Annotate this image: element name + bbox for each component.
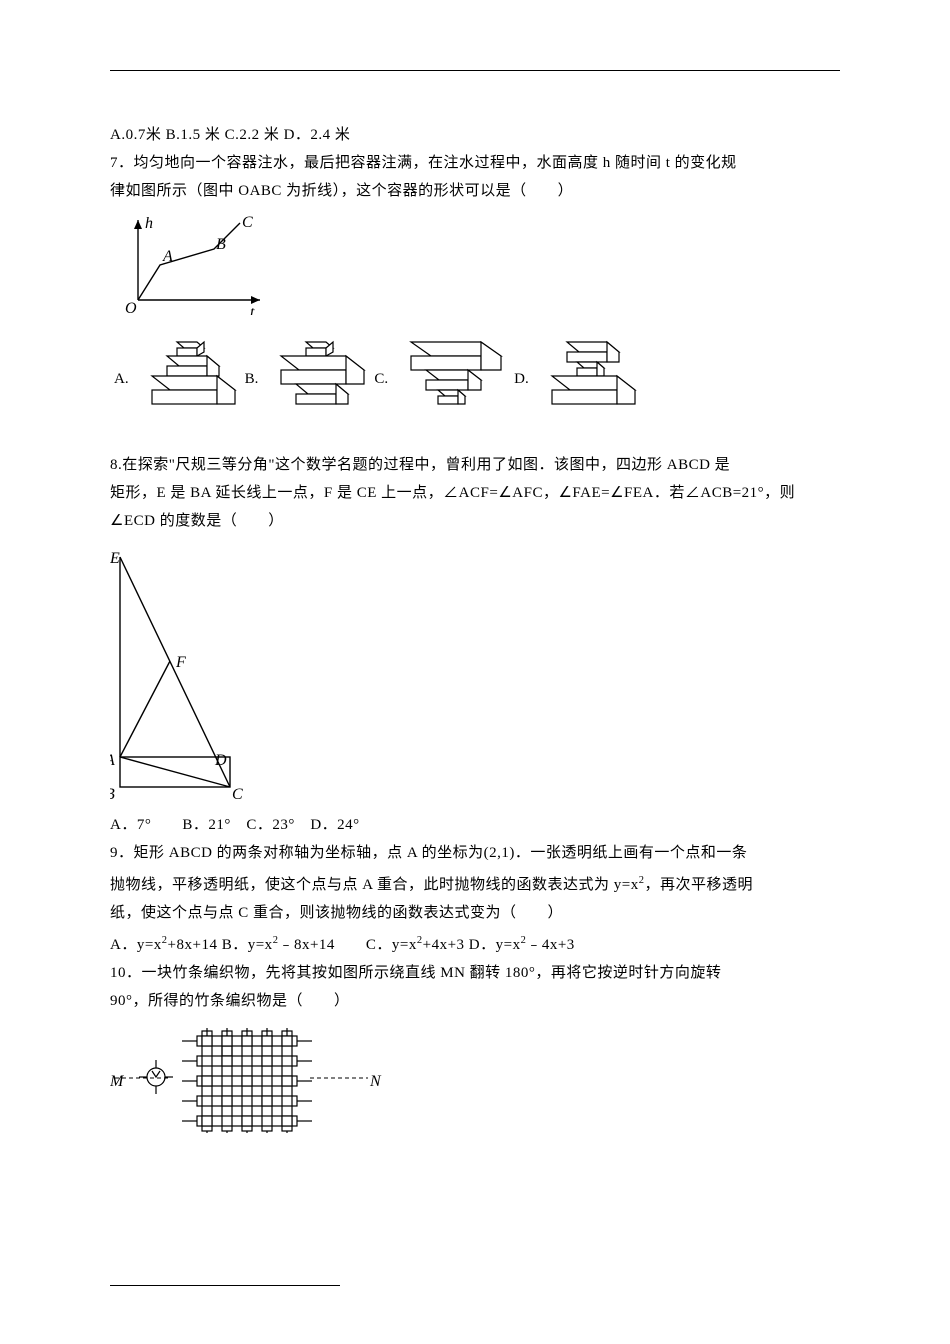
svg-text:C: C: [232, 786, 243, 802]
svg-text:C: C: [242, 215, 253, 231]
q7-opt-b-shape: [266, 338, 366, 421]
q9-stem-3: 纸，使这个点与点 C 重合，则该抛物线的函数表达式变为（ ）: [110, 899, 840, 927]
q7-opt-b-label: B.: [241, 371, 263, 388]
q8-stem-3: ∠ECD 的度数是（ ）: [110, 507, 840, 535]
svg-text:B: B: [110, 786, 115, 802]
q8-options: A．7° B．21° C．23° D．24°: [110, 811, 840, 839]
q7-stem-1: 7．均匀地向一个容器注水，最后把容器注满，在注水过程中，水面高度 h 随时间 t…: [110, 149, 840, 177]
svg-text:A: A: [110, 752, 115, 769]
q7-opt-d-label: D.: [510, 371, 533, 388]
q9-stem-2: 抛物线，平移透明纸，使这个点与点 A 重合，此时抛物线的函数表达式为 y=x2，…: [110, 867, 840, 899]
q7-opt-a-shape: [137, 338, 237, 421]
q7-opt-d-shape: [537, 338, 637, 421]
q7-opt-a-label: A.: [110, 371, 133, 388]
q9-stem-1: 9．矩形 ABCD 的两条对称轴为坐标轴，点 A 的坐标为(2,1)．一张透明纸…: [110, 839, 840, 867]
q8-stem-1: 8.在探索"尺规三等分角"这个数学名题的过程中，曾利用了如图．该图中，四边形 A…: [110, 451, 840, 479]
q7-graph: O A B C h t: [120, 215, 840, 320]
q8-figure: E F A D B C: [110, 547, 840, 807]
svg-text:A: A: [162, 248, 173, 265]
q8-stem-2: 矩形，E 是 BA 延长线上一点，F 是 CE 上一点，∠ACF=∠AFC，∠F…: [110, 479, 840, 507]
header-divider: [110, 70, 840, 71]
q6-options: A.0.7米 B.1.5 米 C.2.2 米 D．2.4 米: [110, 121, 840, 149]
svg-text:N: N: [369, 1073, 382, 1090]
q10-figure: M N: [110, 1023, 840, 1138]
q9-options: A．y=x2+8x+14 B．y=x2﹣8x+14 C．y=x2+4x+3 D．…: [110, 927, 840, 959]
svg-text:E: E: [110, 550, 120, 567]
svg-text:t: t: [250, 304, 255, 315]
svg-text:F: F: [175, 654, 186, 671]
svg-text:B: B: [216, 236, 226, 253]
svg-text:M: M: [110, 1073, 125, 1090]
svg-text:O: O: [125, 300, 137, 315]
q7-options-row: A. B.: [110, 338, 840, 421]
q7-opt-c-shape: [396, 338, 506, 421]
q10-stem-1: 10．一块竹条编织物，先将其按如图所示绕直线 MN 翻转 180°，再将它按逆时…: [110, 959, 840, 987]
q7-opt-c-label: C.: [370, 371, 392, 388]
svg-text:h: h: [145, 215, 153, 232]
q10-stem-2: 90°，所得的竹条编织物是（ ）: [110, 987, 840, 1015]
footer-line: [110, 1285, 340, 1286]
q7-stem-2: 律如图所示（图中 OABC 为折线），这个容器的形状可以是（ ）: [110, 177, 840, 205]
svg-text:D: D: [214, 752, 227, 769]
